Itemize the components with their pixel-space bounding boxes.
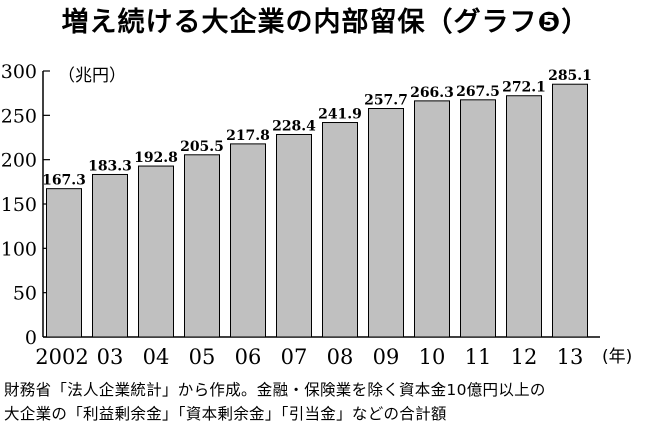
x-tick-label: 12 [511, 345, 538, 369]
value-label: 285.1 [548, 68, 592, 84]
bars [46, 83, 588, 338]
x-tick-label: 04 [143, 345, 170, 369]
x-tick-label: 2002 [35, 345, 88, 369]
y-tick-label: 250 [1, 105, 37, 127]
x-tick-label: 13 [557, 345, 584, 369]
bar [92, 173, 128, 338]
bar [414, 100, 450, 338]
value-label: 192.8 [134, 150, 178, 166]
x-tick-label: 06 [235, 345, 262, 369]
bar [230, 143, 266, 338]
value-label: 183.3 [88, 158, 132, 174]
y-tick-label: 200 [1, 150, 37, 172]
bar [276, 133, 312, 338]
x-tick-label: 11 [465, 345, 492, 369]
bar [460, 99, 496, 338]
value-label: 217.8 [226, 128, 270, 144]
x-tick-label: 09 [373, 345, 400, 369]
x-tick-label: 08 [327, 345, 354, 369]
bar [552, 83, 588, 338]
bar [322, 122, 358, 338]
source-note-line-2: 大企業の「利益剰余金」「資本剰余金」「引当金」などの合計額 [4, 405, 447, 423]
value-label: 241.9 [318, 107, 362, 123]
y-axis-label: （兆円） [58, 66, 126, 86]
bar [184, 154, 220, 338]
x-tick-label: 10 [419, 345, 446, 369]
y-tick-label: 100 [1, 238, 37, 260]
value-label: 228.4 [272, 118, 316, 134]
y-tick-label: 0 [25, 327, 37, 349]
value-label: 257.7 [364, 93, 408, 109]
x-tick-label: 07 [281, 345, 308, 369]
value-label: 266.3 [410, 85, 454, 101]
chart-title: 増え続ける大企業の内部留保（グラフ❺） [61, 7, 590, 38]
x-axis-unit: (年) [602, 347, 632, 367]
y-tick-label: 50 [13, 283, 37, 305]
bar [46, 188, 82, 338]
x-tick-label: 03 [97, 345, 124, 369]
value-label: 167.3 [42, 173, 86, 189]
x-tick-label: 05 [189, 345, 216, 369]
value-label: 272.1 [502, 80, 546, 96]
value-label: 205.5 [180, 139, 224, 155]
bar [138, 165, 174, 338]
y-tick-label: 150 [1, 194, 37, 216]
source-note-line-1: 財務省「法人企業統計」から作成。金融・保険業を除く資本金10億円以上の [4, 381, 546, 399]
y-tick-label: 300 [1, 61, 37, 83]
bar [368, 108, 404, 338]
value-label: 267.5 [456, 84, 500, 100]
bar [506, 95, 542, 338]
